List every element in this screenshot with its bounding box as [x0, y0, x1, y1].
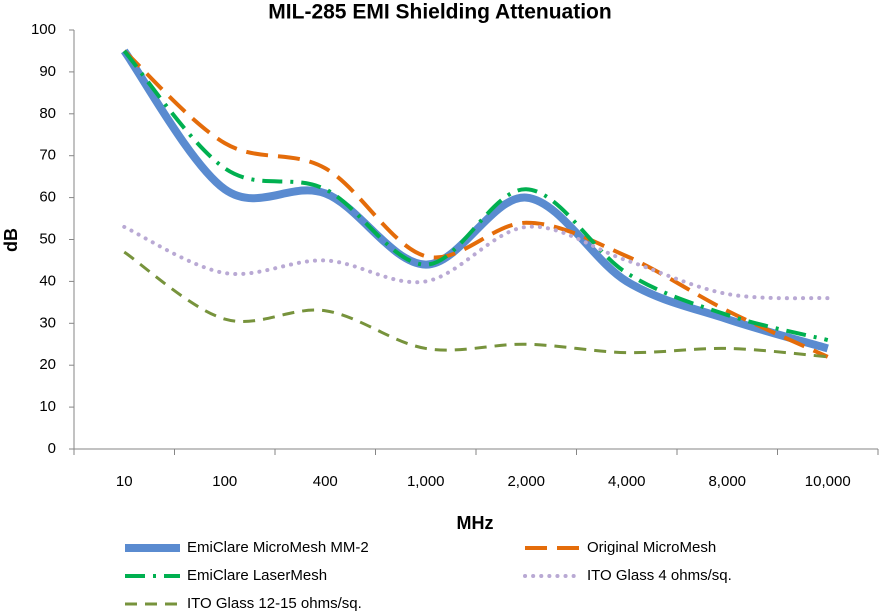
y-tick-label: 40: [39, 272, 56, 289]
y-tick-label: 100: [31, 21, 56, 38]
legend-label: ITO Glass 4 ohms/sq.: [587, 567, 732, 584]
x-tick-label: 8,000: [708, 473, 746, 490]
y-axis-title: dB: [1, 228, 21, 252]
y-tick-label: 70: [39, 147, 56, 164]
x-tick-label: 10,000: [805, 473, 851, 490]
series-line: [122, 49, 829, 343]
legend-label: ITO Glass 12-15 ohms/sq.: [187, 595, 362, 612]
y-tick-label: 30: [39, 314, 56, 331]
series-line: [123, 250, 828, 359]
x-tick-label: 2,000: [507, 473, 545, 490]
x-tick-label: 1,000: [407, 473, 445, 490]
y-tick-label: 10: [39, 398, 56, 415]
legend-label: EmiClare LaserMesh: [187, 567, 327, 584]
series-line: [122, 49, 829, 359]
series-line: [122, 224, 830, 301]
series-line: [121, 48, 829, 353]
y-tick-label: 20: [39, 356, 56, 373]
x-axis-title: MHz: [457, 513, 494, 533]
y-tick-label: 50: [39, 230, 56, 247]
x-tick-label: 100: [212, 473, 237, 490]
x-tick-label: 400: [313, 473, 338, 490]
y-tick-label: 0: [48, 440, 56, 457]
y-tick-label: 90: [39, 63, 56, 80]
legend-label: Original MicroMesh: [587, 539, 716, 556]
chart-title: MIL-285 EMI Shielding Attenuation: [268, 1, 611, 24]
x-tick-label: 4,000: [608, 473, 646, 490]
legend-label: EmiClare MicroMesh MM-2: [187, 539, 369, 556]
y-tick-label: 80: [39, 105, 56, 122]
y-tick-label: 60: [39, 189, 56, 206]
x-tick-label: 10: [116, 473, 133, 490]
